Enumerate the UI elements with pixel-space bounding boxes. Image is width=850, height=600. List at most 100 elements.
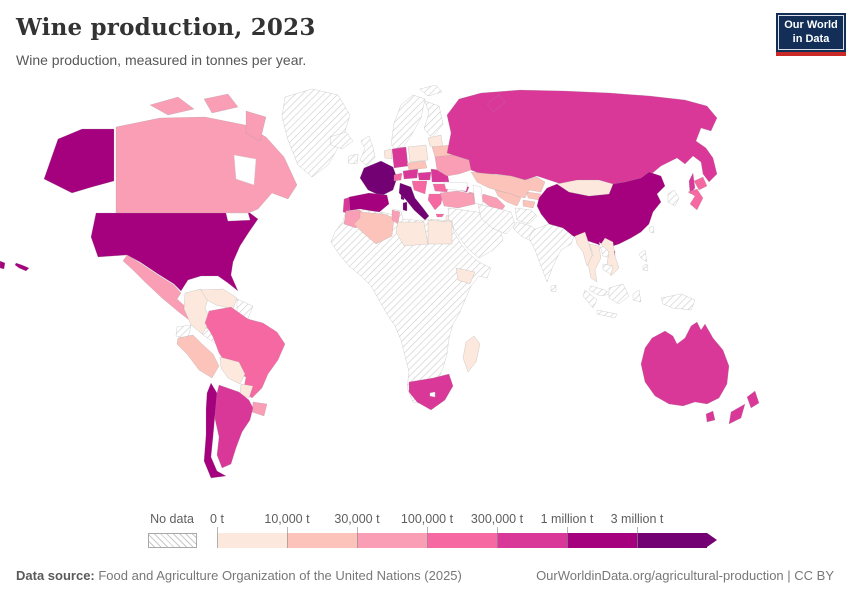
country-finland[interactable]: [423, 100, 444, 139]
country-ethiopia[interactable]: [455, 267, 476, 285]
country-uk[interactable]: [359, 135, 376, 167]
legend-tick-label-3: 30,000 t: [334, 512, 380, 526]
chart-subtitle: Wine production, measured in tonnes per …: [16, 52, 307, 68]
owid-logo-line2: in Data: [792, 32, 830, 45]
country-taiwan[interactable]: [648, 225, 655, 234]
country-egypt[interactable]: [427, 219, 453, 245]
country-canada-islands[interactable]: [149, 93, 267, 142]
legend-tick-mark-2: [287, 527, 288, 548]
country-peru[interactable]: [176, 334, 220, 379]
legend-tick-mark-7: [637, 527, 638, 548]
country-cambodia[interactable]: [602, 263, 614, 275]
country-hungary[interactable]: [417, 171, 432, 181]
world-map-svg: [0, 84, 760, 479]
data-source-note: Data source: Food and Agriculture Organi…: [16, 568, 462, 583]
country-new-zealand[interactable]: [728, 390, 760, 425]
legend-segment-6[interactable]: [567, 533, 637, 548]
country-bolivia[interactable]: [219, 356, 246, 385]
map-wrap-fragment[interactable]: [0, 260, 6, 270]
country-norway-sweden[interactable]: [390, 94, 426, 151]
country-south-africa[interactable]: [408, 373, 454, 411]
legend-no-data-label: No data: [150, 512, 194, 526]
country-sri-lanka[interactable]: [550, 284, 557, 293]
country-afghanistan[interactable]: [514, 207, 538, 225]
country-africa-other[interactable]: [330, 208, 492, 405]
country-canada[interactable]: [115, 116, 298, 216]
country-paraguay[interactable]: [239, 383, 254, 399]
data-source-text: Food and Agriculture Organization of the…: [94, 568, 462, 583]
country-ukraine[interactable]: [434, 154, 472, 177]
legend-tick-mark-5: [497, 527, 498, 548]
country-czech-slovakia[interactable]: [406, 160, 428, 171]
country-algeria[interactable]: [353, 211, 395, 245]
country-austria[interactable]: [402, 168, 419, 180]
attribution-link[interactable]: OurWorldinData.org/agricultural-producti…: [536, 568, 834, 583]
country-uruguay[interactable]: [251, 401, 268, 417]
country-benelux[interactable]: [383, 148, 393, 160]
country-vietnam[interactable]: [600, 237, 620, 277]
legend-segment-2[interactable]: [287, 533, 357, 548]
country-iran[interactable]: [477, 203, 516, 235]
legend-segment-4[interactable]: [427, 533, 497, 548]
country-chile[interactable]: [203, 382, 227, 479]
caspian-sea: [472, 184, 484, 206]
owid-logo[interactable]: Our World in Data: [776, 13, 846, 56]
country-russia-islands[interactable]: [486, 94, 696, 195]
legend-tick-label-7: 3 million t: [610, 512, 664, 526]
owid-logo-box: Our World in Data: [776, 13, 846, 52]
country-turkey[interactable]: [439, 190, 476, 209]
country-venezuela[interactable]: [200, 288, 238, 310]
country-usa-hawaii[interactable]: [14, 262, 30, 272]
country-ireland[interactable]: [347, 153, 359, 165]
legend-segment-5[interactable]: [497, 533, 567, 548]
data-source-label: Data source:: [16, 568, 95, 583]
great-lakes: [225, 212, 251, 222]
country-mongolia[interactable]: [556, 179, 614, 197]
legend-tick-label-1: 0 t: [210, 512, 224, 526]
country-korea[interactable]: [667, 189, 680, 207]
country-new-guinea[interactable]: [660, 293, 696, 311]
country-australia[interactable]: [640, 321, 730, 407]
country-malaysia[interactable]: [588, 285, 612, 297]
country-thailand[interactable]: [587, 243, 602, 283]
legend-tick-label-4: 100,000 t: [400, 512, 454, 526]
country-argentina[interactable]: [214, 384, 254, 469]
legend-arrow-cap: [707, 533, 717, 547]
country-tasmania[interactable]: [705, 410, 716, 423]
country-usa[interactable]: [90, 212, 259, 292]
hudson-bay: [233, 154, 257, 186]
legend-tick-label-6: 1 million t: [540, 512, 594, 526]
owid-logo-red-strip: [776, 52, 846, 56]
legend-segment-7[interactable]: [637, 533, 707, 548]
country-tajikistan[interactable]: [522, 199, 536, 209]
country-indonesia[interactable]: [582, 283, 642, 319]
country-kazakhstan[interactable]: [470, 171, 546, 199]
owid-logo-line1: Our World: [784, 18, 838, 31]
country-madagascar[interactable]: [462, 335, 481, 373]
legend-tick-label-5: 300,000 t: [470, 512, 524, 526]
legend-tick-mark-4: [427, 527, 428, 548]
country-italy[interactable]: [398, 182, 430, 221]
country-iceland[interactable]: [329, 131, 354, 150]
country-greenland[interactable]: [281, 88, 351, 178]
legend-tick-mark-3: [357, 527, 358, 548]
country-balkans[interactable]: [411, 180, 428, 195]
legend-no-data-swatch[interactable]: [148, 533, 197, 548]
country-india[interactable]: [528, 223, 576, 283]
country-philippines[interactable]: [638, 249, 649, 272]
country-france[interactable]: [359, 160, 398, 197]
country-libya[interactable]: [395, 221, 429, 247]
country-japan[interactable]: [687, 176, 708, 211]
legend-segment-3[interactable]: [357, 533, 427, 548]
country-switzerland[interactable]: [393, 172, 403, 182]
legend-segment-1[interactable]: [217, 533, 287, 548]
country-usa-alaska[interactable]: [43, 128, 115, 194]
country-poland[interactable]: [407, 144, 429, 163]
country-svalbard[interactable]: [419, 84, 443, 97]
country-brazil[interactable]: [204, 306, 286, 399]
page-title: Wine production, 2023: [16, 14, 316, 41]
country-uzbekistan[interactable]: [494, 189, 522, 207]
country-germany[interactable]: [391, 146, 409, 169]
